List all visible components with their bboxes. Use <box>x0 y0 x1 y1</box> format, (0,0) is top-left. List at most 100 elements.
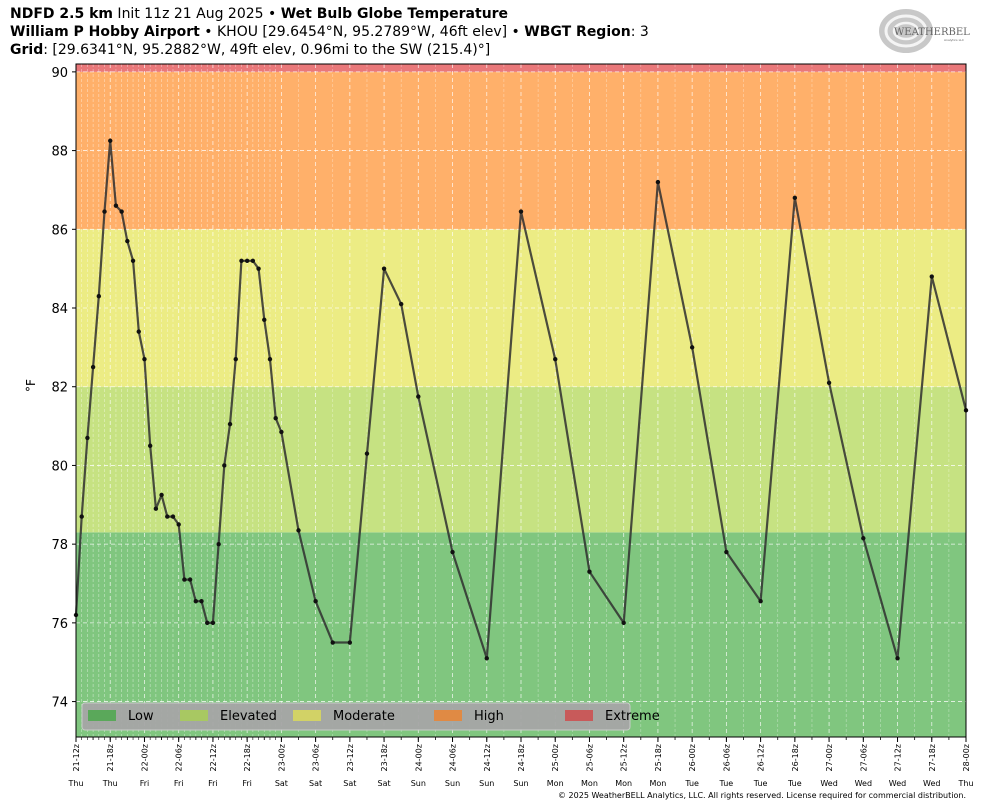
logo-text: WEATHERBELL <box>894 27 970 38</box>
data-point <box>381 266 387 271</box>
x-day-label: Tue <box>787 779 802 788</box>
x-tick-label: 27-18z <box>928 744 937 771</box>
x-tick-label: 22-18z <box>243 744 252 771</box>
legend-label-low: Low <box>128 709 154 724</box>
x-tick-label: 26-12z <box>757 744 766 771</box>
x-tick-label: 23-06z <box>312 744 321 771</box>
x-tick-label: 25-12z <box>620 744 629 771</box>
x-day-label: Wed <box>855 779 872 788</box>
legend-label-high: High <box>474 709 504 724</box>
data-point <box>826 380 832 385</box>
data-point <box>244 258 250 263</box>
x-tick-label: 27-00z <box>825 744 834 771</box>
data-point <box>553 356 558 362</box>
x-day-label: Fri <box>140 779 150 788</box>
data-point <box>170 514 176 519</box>
legend-swatch-high <box>434 710 462 721</box>
legend-box <box>81 702 631 731</box>
data-point <box>176 522 181 527</box>
data-point <box>199 599 204 604</box>
x-tick-label: 24-06z <box>449 744 458 771</box>
x-day-label: Wed <box>820 779 837 788</box>
data-point <box>108 138 113 143</box>
x-tick-label: 26-18z <box>791 744 800 771</box>
y-tick-label: 78 <box>51 538 68 553</box>
data-point <box>398 301 404 307</box>
x-tick-label: 23-00z <box>277 744 286 771</box>
header-line-2: William P Hobby Airport • KHOU [29.6454°… <box>10 23 649 41</box>
data-point <box>102 209 107 214</box>
data-point <box>347 640 353 645</box>
x-day-label: Tue <box>684 779 699 788</box>
x-day-label: Fri <box>208 779 218 788</box>
x-day-label: Wed <box>889 779 906 788</box>
x-day-label: Tue <box>719 779 734 788</box>
y-tick-label: 80 <box>51 459 68 474</box>
model-name: NDFD 2.5 km <box>10 6 113 22</box>
data-point <box>256 266 261 271</box>
data-point <box>79 514 84 519</box>
data-point <box>222 463 227 468</box>
x-tick-label: 25-06z <box>585 744 594 771</box>
data-point <box>296 528 301 533</box>
data-point <box>142 356 147 362</box>
data-point <box>518 209 524 214</box>
data-point <box>587 569 592 574</box>
data-point <box>85 435 90 441</box>
x-day-label: Mon <box>649 779 666 788</box>
data-point <box>233 356 238 362</box>
x-tick-label: 23-18z <box>380 744 389 771</box>
data-point <box>216 541 221 547</box>
legend-swatch-low <box>88 710 116 721</box>
x-tick-label: 27-12z <box>894 744 903 771</box>
data-point <box>125 238 130 244</box>
y-tick-label: 90 <box>51 66 68 81</box>
data-point <box>153 506 159 511</box>
data-point <box>621 620 626 626</box>
x-day-label: Sun <box>445 779 460 788</box>
data-point <box>273 416 278 421</box>
x-day-label: Sun <box>479 779 494 788</box>
data-point <box>267 356 273 362</box>
data-point <box>210 620 216 626</box>
data-point <box>159 492 164 498</box>
data-point <box>364 451 370 456</box>
init-time: Init 11z 21 Aug 2025 • <box>112 6 281 22</box>
y-axis-label: °F <box>24 379 38 392</box>
data-point <box>90 364 96 370</box>
data-point <box>450 549 455 555</box>
legend-swatch-extreme <box>565 710 593 721</box>
x-day-label: Sun <box>513 779 528 788</box>
x-tick-label: 22-12z <box>209 744 218 771</box>
data-point <box>182 577 187 582</box>
x-day-label: Thu <box>67 779 83 788</box>
data-point <box>758 599 763 604</box>
data-point <box>724 549 729 555</box>
x-day-label: Sat <box>309 779 322 788</box>
region-label: WBGT Region <box>524 24 631 40</box>
data-point <box>250 258 256 263</box>
y-tick-label: 76 <box>51 617 68 632</box>
y-tick-label: 88 <box>51 145 68 160</box>
weatherbell-logo: WEATHERBELL Analytics LLC <box>879 9 970 53</box>
chart-title: Wet Bulb Globe Temperature <box>280 6 509 22</box>
x-tick-label: 21-12z <box>72 744 81 771</box>
x-tick-label: 24-00z <box>414 744 423 771</box>
legend-swatch-moderate <box>293 710 321 721</box>
x-tick-label: 21-18z <box>106 744 115 771</box>
data-point <box>136 329 141 334</box>
data-point <box>861 536 866 541</box>
x-day-label: Thu <box>957 779 973 788</box>
x-day-label: Wed <box>923 779 940 788</box>
data-point <box>792 195 798 201</box>
data-point <box>130 258 136 263</box>
data-point <box>96 294 102 299</box>
x-day-label: Fri <box>174 779 184 788</box>
data-point <box>119 209 124 214</box>
x-tick-label: 27-06z <box>859 744 868 771</box>
x-tick-label: 26-00z <box>688 744 697 771</box>
data-point <box>279 429 284 435</box>
chart-header: NDFD 2.5 km Init 11z 21 Aug 2025 • Wet B… <box>10 5 649 59</box>
data-point <box>205 620 210 626</box>
